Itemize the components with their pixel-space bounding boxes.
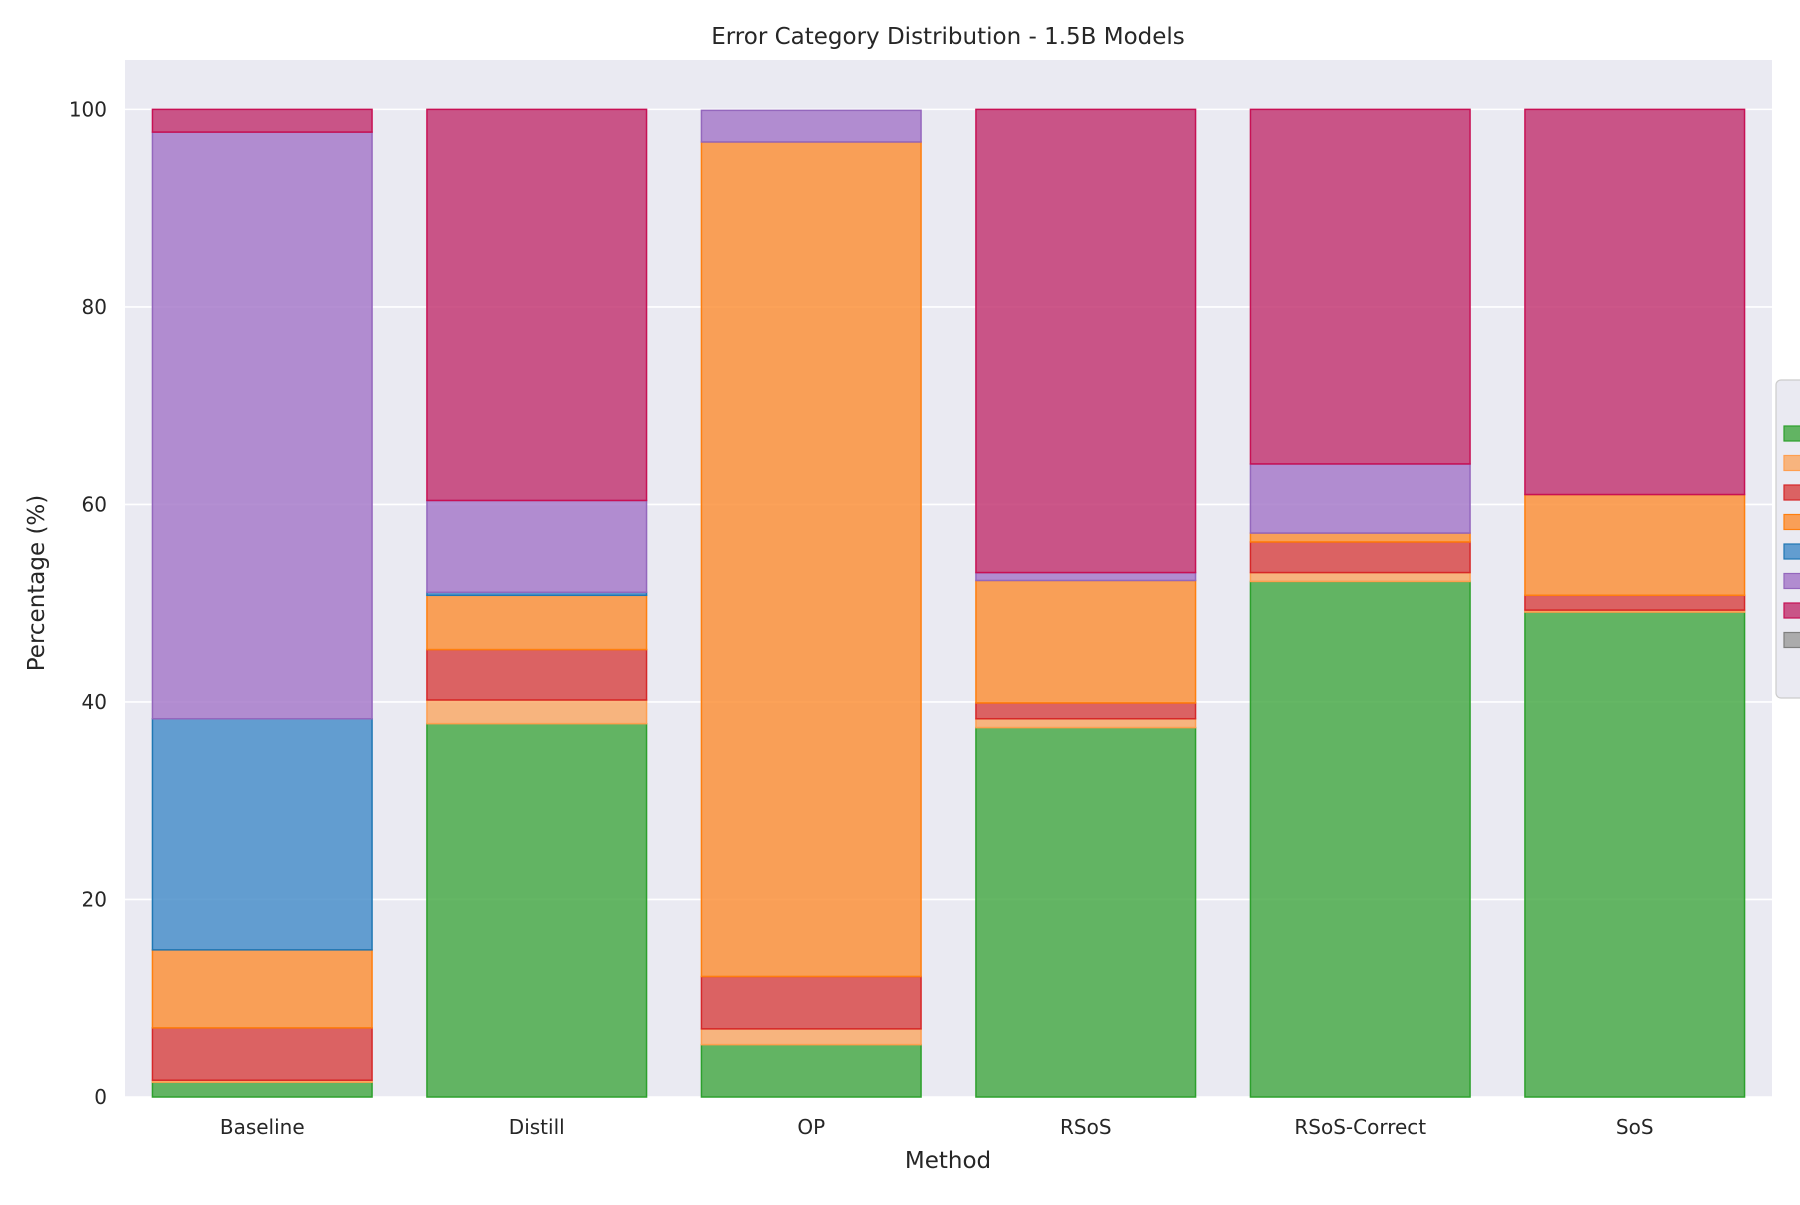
bar-segment-rsos-correct-6 [1249, 463, 1471, 534]
bar-segment-distill-6 [426, 499, 648, 594]
bar-segment-rsos-7 [975, 108, 1197, 574]
y-tick-label: 60 [82, 492, 107, 516]
y-tick-label: 40 [82, 690, 107, 714]
x-tick-label: RSoS-Correct [1294, 1115, 1426, 1139]
bar-segment-rsos-4 [975, 579, 1197, 704]
bar-segment-sos-7 [1524, 108, 1746, 496]
bar-segment-op-6 [700, 109, 922, 143]
bar-segment-distill-2 [426, 699, 648, 725]
bar-segment-rsos-correct-4 [1249, 532, 1471, 543]
legend-swatch [1783, 425, 1800, 442]
bar-segment-op-4 [700, 141, 922, 978]
plot-area [125, 60, 1772, 1097]
bar-segment-rsos-correct-3 [1249, 541, 1471, 574]
bar-segment-rsos-correct-2 [1249, 571, 1471, 583]
x-tick-label: SoS [1616, 1115, 1654, 1139]
bar-segment-distill-3 [426, 648, 648, 701]
bar-segment-baseline-6 [151, 131, 373, 720]
bar-segment-op-2 [700, 1028, 922, 1046]
legend-swatch [1783, 484, 1800, 501]
bar-segment-baseline-1 [151, 1081, 373, 1098]
bar-segment-baseline-3 [151, 1027, 373, 1081]
y-tick-label: 100 [69, 97, 107, 121]
legend-swatch [1783, 631, 1800, 649]
bar-segment-sos-3 [1524, 594, 1746, 611]
legend-swatch [1783, 572, 1800, 590]
bar-segment-rsos-2 [975, 717, 1197, 729]
y-tick-label: 80 [82, 295, 107, 319]
x-tick-label: OP [797, 1115, 825, 1139]
bar-segment-distill-1 [426, 722, 648, 1098]
bar-segment-distill-4 [426, 594, 648, 651]
x-tick-label: Baseline [220, 1115, 305, 1139]
legend-swatch [1783, 454, 1800, 472]
legend-swatch [1783, 602, 1800, 619]
y-axis-label: Percentage (%) [24, 495, 50, 672]
x-tick-label: Distill [509, 1115, 565, 1139]
bar-segment-baseline-4 [151, 949, 373, 1029]
bar-segment-baseline-7 [151, 108, 373, 133]
bar-segment-sos-1 [1524, 611, 1746, 1098]
legend-swatch [1783, 543, 1800, 560]
bar-segment-sos-4 [1524, 493, 1746, 597]
bar-segment-rsos-6 [975, 571, 1197, 582]
y-tick-label: 0 [94, 1085, 107, 1109]
bar-segment-op-1 [700, 1043, 922, 1098]
bar-segment-rsos-3 [975, 702, 1197, 720]
legend-swatch [1783, 513, 1800, 531]
bar-segment-op-3 [700, 975, 922, 1030]
bar-segment-distill-7 [426, 108, 648, 502]
x-tick-label: RSoS [1060, 1115, 1112, 1139]
bar-segment-rsos-1 [975, 726, 1197, 1098]
bar-segment-baseline-5 [151, 717, 373, 951]
bar-segment-rsos-correct-1 [1249, 580, 1471, 1098]
bar-segment-rsos-correct-7 [1249, 108, 1471, 465]
x-axis-label: Method [905, 1148, 991, 1174]
chart-title: Error Category Distribution - 1.5B Model… [711, 24, 1185, 50]
y-tick-label: 20 [82, 887, 107, 911]
